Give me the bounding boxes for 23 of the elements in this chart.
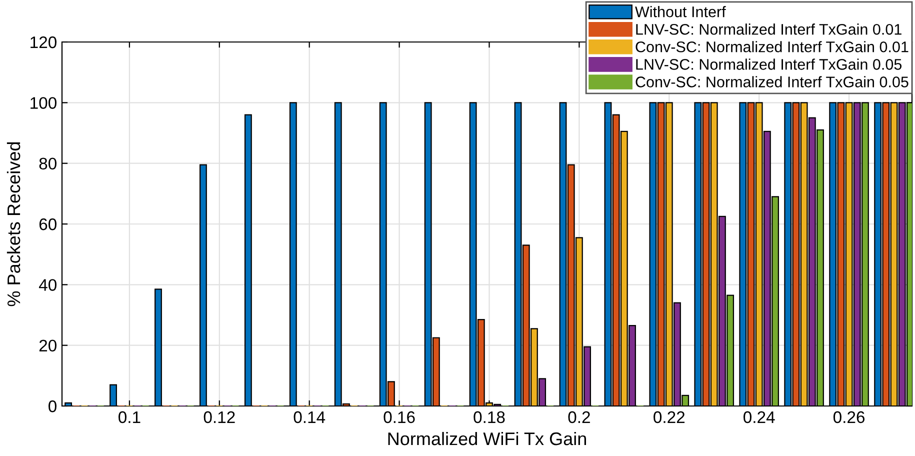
legend-label: Without Interf — [635, 6, 726, 18]
legend-label: Conv-SC: Normalized Interf TxGain 0.05 — [636, 76, 908, 88]
legend-label: Conv-SC: Normalized Interf TxGain 0.01 — [636, 41, 908, 52]
y-axis-title: % Packets Received — [6, 142, 20, 306]
y-tick-label: 100 — [30, 97, 56, 109]
y-tick-label: 60 — [39, 218, 56, 230]
legend-label: LNV-SC: Normalized Interf TxGain 0.05 — [636, 58, 902, 70]
x-tick-label: 0.1 — [118, 411, 140, 424]
x-axis-title: Normalized WiFi Tx Gain — [388, 432, 586, 446]
y-tick-label: 20 — [39, 340, 56, 352]
y-tick-label: 80 — [39, 158, 56, 170]
x-tick-label: 0.18 — [474, 411, 505, 424]
y-tick-label: 0 — [48, 400, 56, 412]
y-tick-label: 40 — [38, 279, 56, 291]
x-tick-label: 0.26 — [833, 411, 865, 424]
y-tick-label: 120 — [30, 36, 56, 48]
x-tick-label: 0.22 — [654, 411, 685, 424]
x-tick-label: 0.14 — [294, 411, 326, 424]
x-tick-label: 0.2 — [568, 411, 590, 424]
legend-label: LNV-SC: Normalized Interf TxGain 0.01 — [636, 24, 902, 35]
x-tick-label: 0.12 — [204, 411, 235, 424]
x-tick-label: 0.16 — [384, 411, 415, 424]
x-tick-label: 0.24 — [744, 411, 775, 424]
